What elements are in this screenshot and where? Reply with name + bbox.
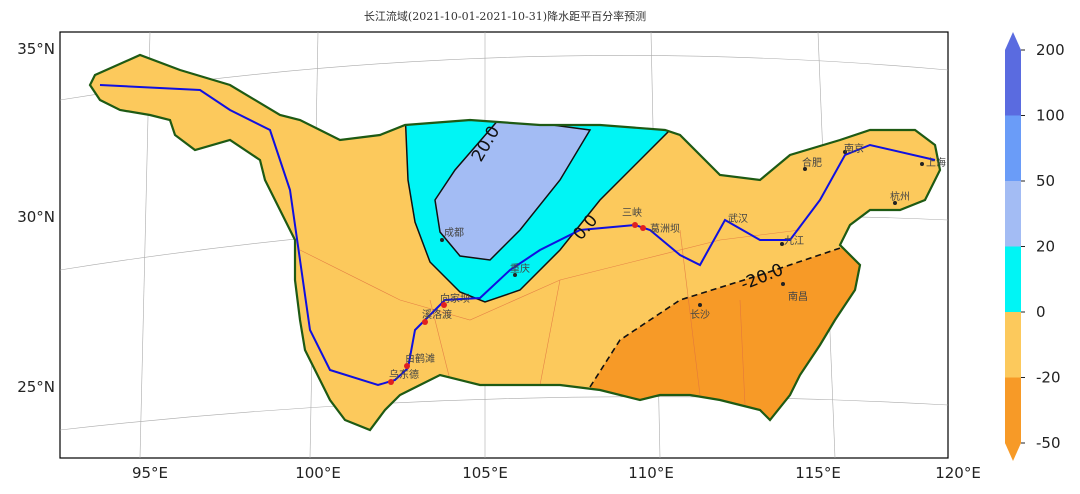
city-wuhan: 武汉 xyxy=(728,212,748,225)
svg-text:115°E: 115°E xyxy=(795,464,841,482)
city-gezhouba: 葛洲坝 xyxy=(640,222,680,235)
svg-text:110°E: 110°E xyxy=(628,464,674,482)
colorbar-segment xyxy=(1005,115,1021,182)
colorbar-tick-label: -50 xyxy=(1036,434,1061,452)
svg-text:葛洲坝: 葛洲坝 xyxy=(650,222,680,235)
city-nanjing: 南京 xyxy=(843,142,864,155)
svg-text:白鹤滩: 白鹤滩 xyxy=(405,352,435,365)
colorbar-segment xyxy=(1005,377,1021,444)
city-chengdu: 成都 xyxy=(440,227,464,242)
svg-text:杭州: 杭州 xyxy=(890,190,910,203)
svg-text:95°E: 95°E xyxy=(132,464,168,482)
city-nanchang: 南昌 xyxy=(781,282,808,303)
colorbar-tick-label: 0 xyxy=(1036,303,1046,321)
colorbar-tick-label: 100 xyxy=(1036,107,1065,125)
svg-text:重庆: 重庆 xyxy=(510,262,530,275)
colorbar-tick-label: 200 xyxy=(1036,41,1065,59)
svg-text:向家坝: 向家坝 xyxy=(440,292,470,305)
svg-text:120°E: 120°E xyxy=(935,464,981,482)
svg-text:九江: 九江 xyxy=(784,235,804,247)
city-sanxia: 三峡 xyxy=(622,206,642,228)
colorbar-tick-label: 20 xyxy=(1036,238,1055,256)
colorbar-segment xyxy=(1005,50,1021,116)
svg-text:武汉: 武汉 xyxy=(728,212,748,225)
cities: 成都 重庆 向家坝 溪洛渡 白鹤滩 乌东德 三峡 葛洲坝 武汉 九江 合肥 南京… xyxy=(388,142,946,385)
colorbar-segment xyxy=(1005,246,1021,313)
colorbar-extend-min xyxy=(1005,443,1021,461)
svg-text:100°E: 100°E xyxy=(295,464,341,482)
city-shanghai: 上海 xyxy=(920,156,946,169)
city-hangzhou: 杭州 xyxy=(890,190,910,205)
city-jiujiang: 九江 xyxy=(780,235,804,247)
city-xiluodu: 溪洛渡 xyxy=(422,308,452,325)
svg-text:溪洛渡: 溪洛渡 xyxy=(422,308,452,321)
svg-text:南京: 南京 xyxy=(844,142,864,155)
svg-text:三峡: 三峡 xyxy=(622,206,642,219)
svg-text:35°N: 35°N xyxy=(17,40,55,58)
city-changsha: 长沙 xyxy=(690,303,710,321)
svg-text:南昌: 南昌 xyxy=(788,290,808,303)
longitude-ticks: 95°E 100°E 105°E 110°E 115°E 120°E xyxy=(132,464,981,482)
city-hefei: 合肥 xyxy=(802,156,822,171)
colorbar-extend-max xyxy=(1005,32,1021,50)
fill-20-to-50 xyxy=(434,117,592,261)
svg-text:105°E: 105°E xyxy=(462,464,508,482)
svg-text:上海: 上海 xyxy=(926,156,946,169)
colorbar-segment xyxy=(1005,312,1021,378)
city-wudongde: 乌东德 xyxy=(388,368,419,385)
svg-text:合肥: 合肥 xyxy=(802,156,822,169)
svg-text:乌东德: 乌东德 xyxy=(389,368,419,381)
svg-text:30°N: 30°N xyxy=(17,208,55,226)
city-chongqing: 重庆 xyxy=(510,262,530,277)
colorbar-segment xyxy=(1005,181,1021,247)
contour-minus20 xyxy=(589,237,871,388)
svg-text:成都: 成都 xyxy=(444,227,464,239)
city-xiangjiaba: 向家坝 xyxy=(440,292,470,308)
city-baihetan: 白鹤滩 xyxy=(404,352,435,369)
latitude-ticks: 35°N 30°N 25°N xyxy=(17,40,55,396)
map-title: 长江流域(2021-10-01-2021-10-31)降水距平百分率预测 xyxy=(363,10,647,23)
svg-text:长沙: 长沙 xyxy=(690,309,710,321)
svg-text:25°N: 25°N xyxy=(17,378,55,396)
yangtze-river xyxy=(99,84,936,387)
colorbar-tick-label: -20 xyxy=(1036,369,1061,387)
colorbar-tick-label: 50 xyxy=(1036,172,1055,190)
